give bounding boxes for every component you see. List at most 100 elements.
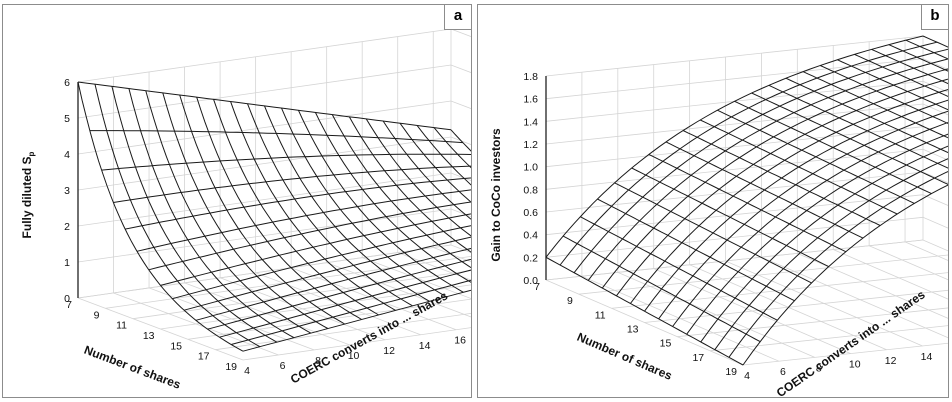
x-tick-label: 15 [170, 340, 182, 352]
surface-chart-b: 0.0 0.2 0.4 0.6 0.8 1.0 1.2 1.4 1.6 1.8 7 9 11 13 15 17… [489, 35, 948, 398]
surface-mesh-line [77, 81, 452, 131]
z-tick-label: 1.4 [523, 116, 538, 128]
y-tick-label: 6 [280, 360, 286, 372]
z-tick-label: 1.8 [523, 71, 538, 83]
floor-gridline [677, 307, 948, 338]
surface-mesh-line [101, 153, 471, 171]
floor-gridline [215, 312, 471, 351]
x-tick-label: 19 [725, 366, 737, 378]
surface-mesh-line [231, 279, 471, 345]
surface-mesh-line [871, 48, 948, 85]
panel-tag-a: a [444, 5, 471, 30]
floor-gridline [187, 298, 471, 340]
floor-gridline [710, 325, 948, 352]
surface-mesh-line [888, 44, 948, 72]
y-tick-label: 6 [780, 366, 786, 378]
surface-mesh-line [89, 130, 463, 144]
surface-mesh-line [601, 68, 948, 289]
surface-mesh-line [905, 39, 948, 60]
surface-mesh-line [630, 89, 948, 304]
z-tick-label: 0.6 [523, 207, 538, 219]
z-tick-label: 2 [64, 221, 70, 233]
wall-gridline [77, 28, 471, 83]
surface-mesh-line [742, 184, 948, 366]
wall-gridline [77, 100, 471, 155]
surface-mesh-line [148, 201, 471, 271]
y-tick-label: 8 [816, 362, 822, 374]
floor-gridline [742, 342, 948, 366]
y-tick-label: 8 [315, 355, 321, 367]
surface-mesh-line [700, 145, 948, 343]
y-tick-label: 10 [348, 350, 360, 362]
z-tick-label: 0.4 [523, 230, 538, 242]
floor-gridline [611, 272, 948, 309]
y-tick-label: 4 [244, 365, 250, 377]
surface-mesh-line [672, 121, 948, 327]
z-tick-label: 0.2 [523, 252, 538, 264]
z-tick-label: 1.2 [523, 139, 538, 151]
z-tick-label: 0.8 [523, 184, 538, 196]
z-axis-label: Fully diluted Sp [20, 151, 36, 238]
surface-mesh-line [125, 177, 471, 230]
y-tick-label: 12 [885, 355, 897, 367]
z-axis-label: Gain to CoCo investors [489, 128, 503, 262]
z-tick-label: 0.0 [523, 275, 538, 287]
floor-gridline [545, 239, 924, 281]
surface-mesh-line [183, 236, 471, 311]
surface-mesh-line [160, 213, 471, 286]
y-tick-label: 4 [744, 370, 750, 382]
surface-mesh-line [94, 84, 261, 348]
surface-mesh-line [416, 125, 471, 186]
surface-mesh-line [242, 289, 471, 352]
z-tick-label: 5 [64, 113, 70, 125]
surface-mesh-line [658, 110, 948, 320]
x-tick-label: 9 [567, 295, 573, 307]
x-tick-label: 9 [94, 309, 100, 321]
floor-gridline [644, 289, 948, 323]
wall-gridline [545, 194, 948, 236]
surface-mesh-line [136, 189, 471, 252]
surface-mesh-line [686, 133, 948, 335]
surface-mesh-line [433, 127, 471, 169]
z-tick-label: 0 [64, 293, 70, 305]
wall-gridline [545, 126, 948, 168]
y-tick-label: 14 [921, 351, 933, 363]
x-tick-label: 17 [692, 352, 704, 364]
surface-mesh-line [714, 158, 948, 350]
y-tick-label: 10 [849, 359, 861, 371]
wall-gridline [545, 58, 948, 100]
z-tick-label: 1.0 [523, 162, 538, 174]
z-tick-label: 1.6 [523, 94, 538, 106]
surface-mesh-line [113, 165, 471, 203]
surface-mesh-line [247, 103, 413, 307]
surface-chart-a: 01234567911131517194681012141618202224Fu… [20, 28, 471, 392]
y-tick-label: 14 [419, 340, 431, 352]
x-tick-label: 13 [143, 330, 155, 342]
surface-mesh-line [728, 170, 948, 358]
z-tick-label: 4 [64, 149, 70, 161]
surface-mesh-line [587, 58, 948, 281]
y-axis-label: COERC converts into ... shares [774, 287, 928, 398]
surface-mesh-line [545, 35, 924, 258]
surface-mesh-line [616, 78, 948, 297]
surface-mesh-line [644, 99, 948, 312]
x-tick-label: 15 [660, 338, 672, 350]
surface-mesh-line [399, 123, 471, 203]
surface-mesh-line [207, 258, 471, 330]
x-tick-label: 11 [116, 320, 127, 332]
panel-tag-b: b [921, 5, 948, 30]
x-tick-label: 7 [66, 299, 72, 311]
x-tick-label: 7 [534, 281, 540, 293]
y-axis-label: COERC converts into ... shares [288, 288, 450, 386]
surface-mesh-line [559, 41, 938, 266]
floor-gridline [578, 254, 948, 295]
surface-mesh-line [195, 247, 471, 321]
z-tick-label: 6 [64, 77, 70, 89]
chart-panel-b: 0.0 0.2 0.4 0.6 0.8 1.0 1.2 1.4 1.6 1.8 7 9 11 13 15 17… [477, 4, 949, 398]
x-tick-label: 17 [198, 351, 210, 363]
surface-mesh-line [573, 48, 948, 274]
floor-gridline [242, 327, 471, 361]
x-tick-label: 19 [225, 361, 237, 373]
surface-mesh-line [219, 269, 471, 338]
